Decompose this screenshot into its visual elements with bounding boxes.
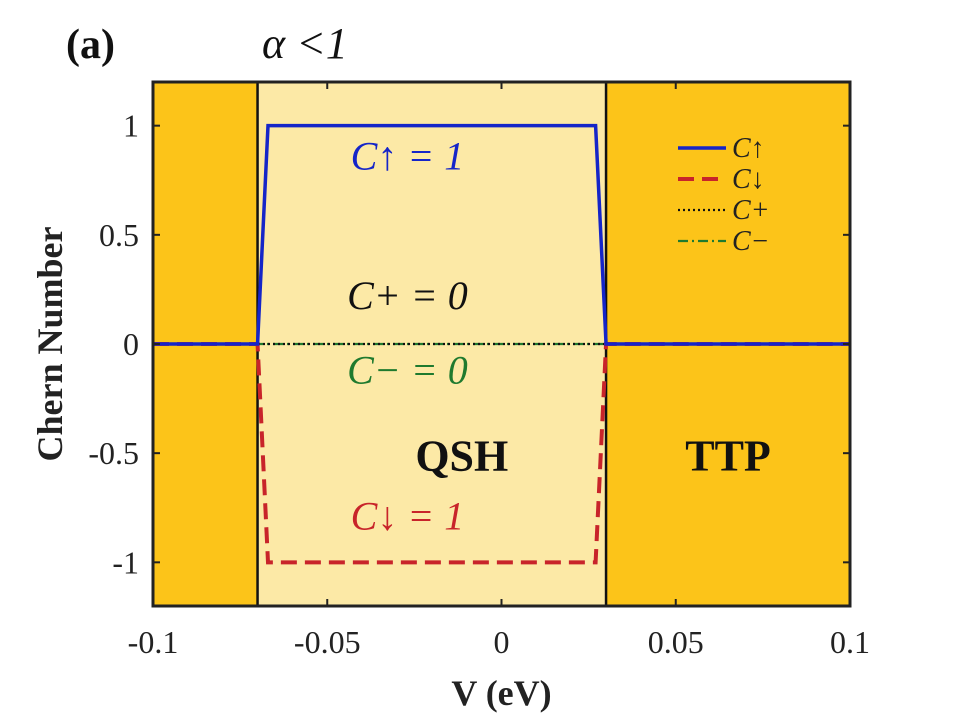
legend-label-1: C↑ bbox=[732, 133, 765, 164]
legend-label-2: C↓ bbox=[732, 164, 765, 195]
annotation-2: C+ = 0 bbox=[347, 273, 468, 318]
y-tick-label: 1 bbox=[123, 108, 139, 144]
y-tick-label: 0.5 bbox=[99, 217, 139, 253]
region-label-qsh: QSH bbox=[415, 432, 508, 481]
legend-label-3: C+ bbox=[732, 195, 770, 226]
series-c-up bbox=[153, 123, 850, 346]
y-tick-label: 0 bbox=[123, 326, 139, 362]
annotation-3: C− = 0 bbox=[347, 347, 468, 392]
annotations: C↑ = 1 C+ = 0 C− = 0 C↓ = 1 bbox=[347, 133, 468, 538]
axis-labels: V (eV) Chern Number bbox=[30, 226, 552, 713]
x-tick-label: 0.05 bbox=[648, 624, 704, 660]
x-tick-label: -0.05 bbox=[294, 624, 361, 660]
x-tick-label: 0.1 bbox=[830, 624, 870, 660]
chart-title: α <1 bbox=[262, 19, 348, 68]
legend: C↑C↓C+C− bbox=[678, 133, 770, 257]
series-lines bbox=[153, 123, 850, 565]
y-axis-label: Chern Number bbox=[30, 226, 70, 461]
annotation-4: C↓ = 1 bbox=[351, 494, 465, 539]
y-tick-label: -0.5 bbox=[88, 435, 139, 471]
legend-label-4: C− bbox=[732, 226, 770, 257]
x-tick-label: 0 bbox=[494, 624, 510, 660]
x-axis-label: V (eV) bbox=[451, 673, 551, 713]
y-tick-label: -1 bbox=[112, 544, 139, 580]
panel-label: (a) bbox=[66, 22, 115, 68]
region-label-ttp: TTP bbox=[685, 432, 771, 481]
annotation-1: C↑ = 1 bbox=[351, 133, 465, 178]
axis-ticks: -0.1 -0.05 0 0.05 0.1 1 0.5 0 -0.5 -1 bbox=[88, 82, 870, 660]
x-tick-label: -0.1 bbox=[128, 624, 179, 660]
